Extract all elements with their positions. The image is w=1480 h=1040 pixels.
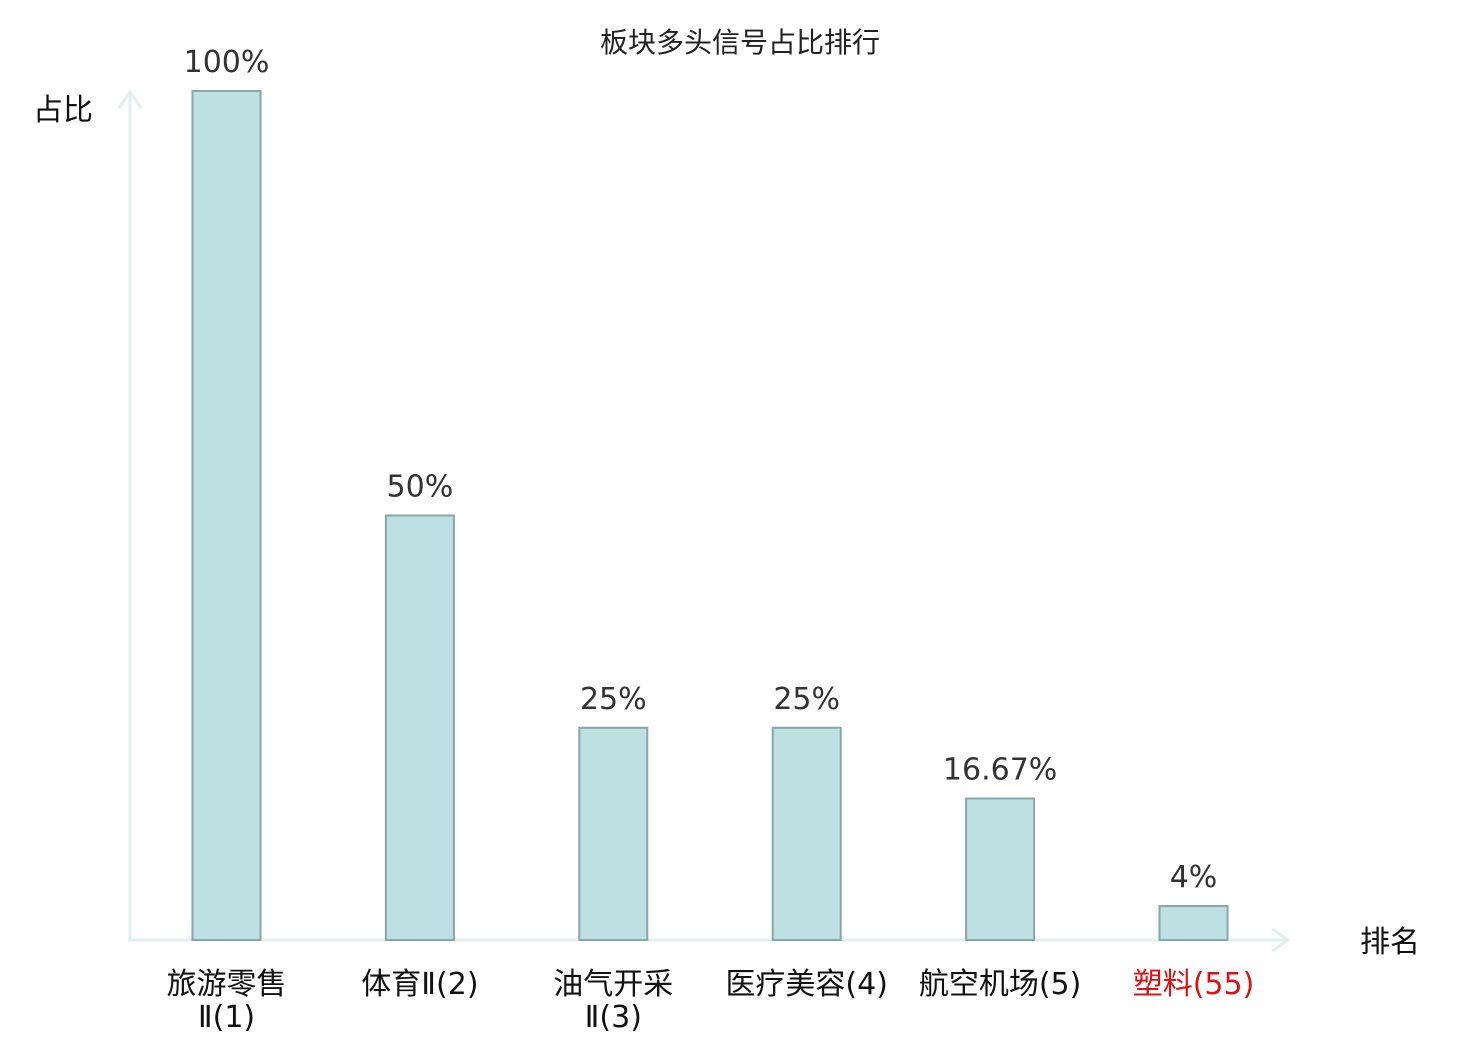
value-label-3: 25% [580, 682, 647, 717]
y-axis-label: 占比 [33, 93, 93, 128]
category-label-2: 体育Ⅱ(2) [361, 967, 478, 1002]
bar-6 [1158, 905, 1229, 941]
category-label-4: 医疗美容(4) [725, 967, 888, 1002]
bar-5 [965, 797, 1036, 941]
bars-group [191, 90, 1229, 941]
x-axis-label: 排名 [1360, 925, 1420, 960]
x-axis: 排名 [128, 925, 1420, 960]
value-label-1: 100% [184, 45, 270, 80]
category-label-5: 航空机场(5) [919, 967, 1082, 1002]
bar-2 [384, 514, 455, 941]
value-label-2: 50% [387, 470, 454, 505]
category-label-3-line-1: 油气开采 [553, 967, 673, 1002]
value-label-4: 25% [773, 682, 840, 717]
y-axis-arrow-icon [117, 89, 143, 109]
value-labels-group: 100% 50% 25% 25% 16.67% 4% [184, 45, 1218, 895]
bar-4 [771, 726, 842, 941]
value-label-5: 16.67% [943, 752, 1057, 787]
category-label-1-line-1: 旅游零售 [167, 967, 287, 1002]
y-axis: 占比 [33, 89, 143, 940]
category-label-6: 塑料(55) [1133, 967, 1255, 1002]
bar-3 [578, 726, 649, 941]
bar-1 [191, 90, 262, 941]
category-label-1-line-2: Ⅱ(1) [198, 1000, 255, 1035]
category-label-3-line-2: Ⅱ(3) [585, 1000, 642, 1035]
x-axis-arrow-icon [1271, 927, 1291, 953]
chart-title: 板块多头信号占比排行 [600, 26, 880, 59]
value-label-6: 4% [1170, 860, 1218, 895]
